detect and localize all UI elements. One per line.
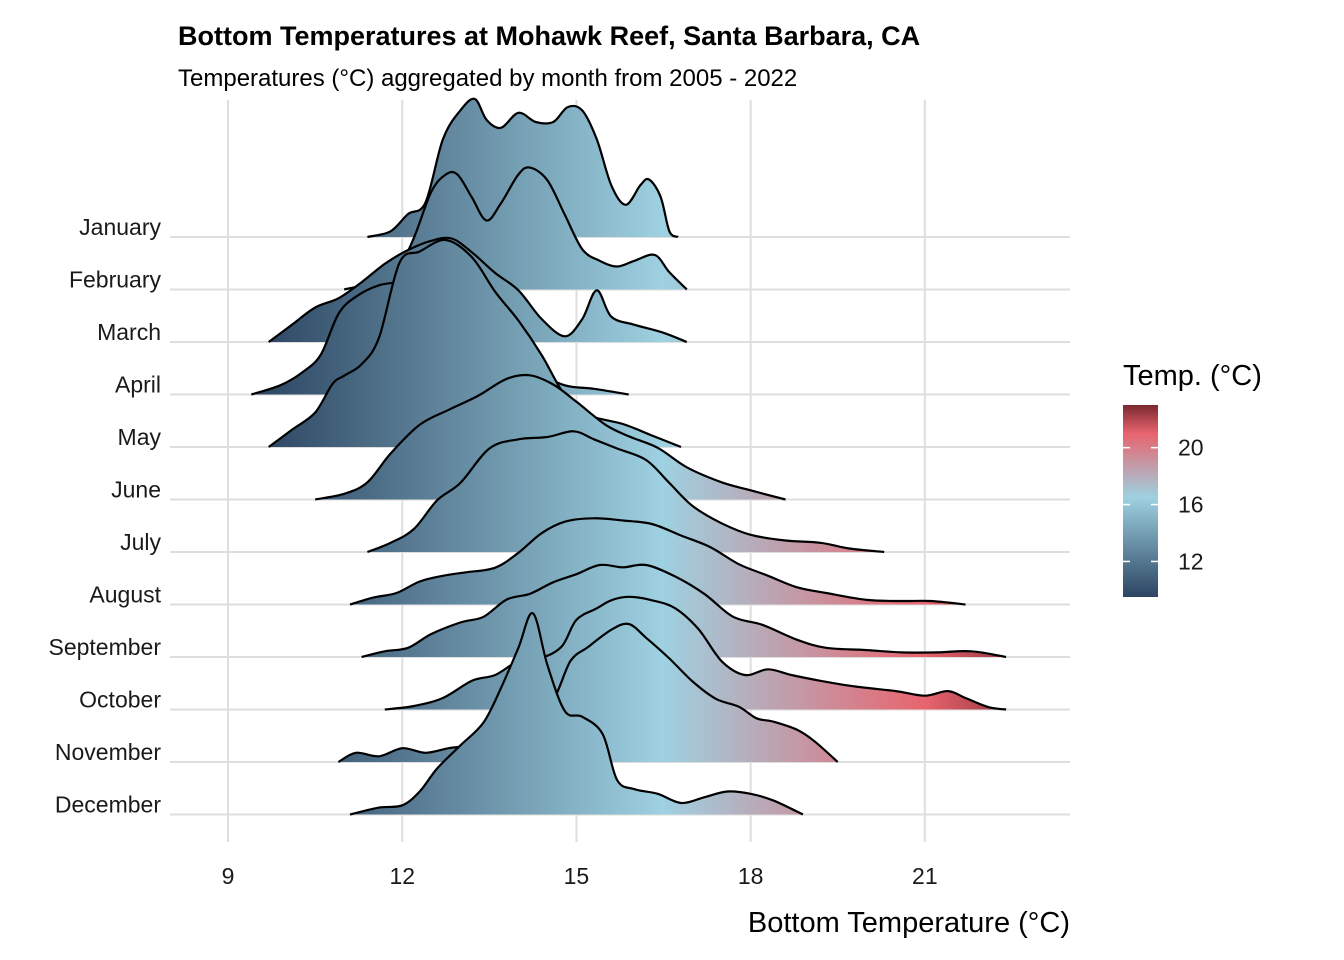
ridge-outline [384,595,1007,711]
y-tick-label: November [55,739,161,765]
x-axis-labels: 9 12 15 18 21 [222,863,938,889]
x-tick-label: 9 [222,863,235,889]
y-tick-label: March [97,319,161,345]
ridge-fill [338,623,838,762]
y-tick-label: July [120,529,161,555]
y-tick-label: December [55,792,161,818]
ridge-fill [350,613,803,815]
y-tick-label: May [118,424,162,450]
ridge-fill [367,431,885,552]
legend-ticks: 12 16 20 [1123,435,1204,574]
ridge-fill [268,239,681,447]
ridge-outline [367,430,885,554]
y-tick-label: June [111,477,161,503]
ridges [250,97,1007,816]
legend: Temp. (°C) 12 16 20 [1123,360,1262,597]
x-tick-label: 18 [738,863,764,889]
y-tick-label: February [69,267,162,293]
ridge-december [349,612,804,816]
ridge-outline [343,166,688,291]
x-axis-title: Bottom Temperature (°C) [748,907,1070,939]
ridge-july [367,430,885,554]
x-tick-label: 21 [912,863,938,889]
y-tick-label: October [79,687,161,713]
legend-tick-label: 16 [1178,492,1204,518]
ridge-outline [349,517,966,606]
y-tick-label: April [115,372,161,398]
legend-tick-label: 20 [1178,435,1204,461]
ridge-outline [361,563,1007,659]
ridge-outline [349,612,804,816]
legend-colorbar [1123,405,1158,597]
y-tick-label: September [48,634,161,660]
ridge-august [349,517,966,606]
x-tick-label: 12 [389,863,415,889]
ridge-outline [268,236,688,344]
legend-title: Temp. (°C) [1123,360,1262,392]
y-axis-labels: January February March April May June July Augu… [48,214,161,818]
y-tick-label: January [79,214,161,240]
ridge-november [337,622,839,763]
ridge-fill [350,518,966,605]
chart-subtitle: Temperatures (°C) aggregated by month fr… [178,65,797,92]
y-tick-label: August [89,582,161,608]
legend-tick-label: 12 [1178,548,1204,574]
x-tick-label: 15 [564,863,590,889]
ridge-outline [314,373,786,501]
ridge-outline [337,622,839,763]
ridge-outline [367,97,679,239]
chart-title: Bottom Temperatures at Mohawk Reef, Sant… [178,21,920,51]
